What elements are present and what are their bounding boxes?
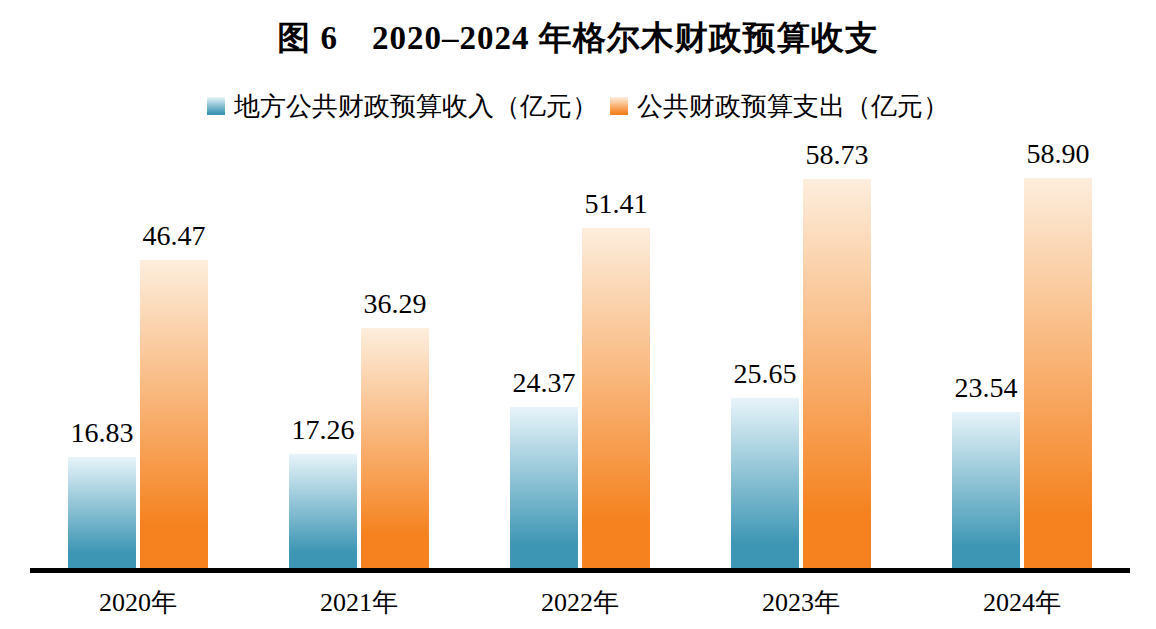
x-axis-label: 2022年 xyxy=(541,585,619,620)
expenditure-bar xyxy=(140,260,208,568)
x-axis-label: 2024年 xyxy=(983,585,1061,620)
value-label: 36.29 xyxy=(364,290,427,318)
legend-label-expenditure: 公共财政预算支出（亿元） xyxy=(637,89,949,124)
revenue-bar xyxy=(952,412,1020,568)
value-label: 17.26 xyxy=(292,416,355,444)
value-label: 24.37 xyxy=(513,369,576,397)
bar-column: 58.73 xyxy=(803,131,871,568)
chart-title: 图 6 2020–2024 年格尔木财政预算收支 xyxy=(0,16,1156,61)
value-label: 25.65 xyxy=(734,360,797,388)
bar-group: 16.8346.472020年 xyxy=(68,131,208,568)
value-label: 51.41 xyxy=(585,190,648,218)
revenue-bar xyxy=(289,454,357,568)
bar-column: 23.54 xyxy=(952,131,1020,568)
value-label: 16.83 xyxy=(71,419,134,447)
legend-label-revenue: 地方公共财政预算收入（亿元） xyxy=(234,89,598,124)
bar-group: 24.3751.412022年 xyxy=(510,131,650,568)
value-label: 46.47 xyxy=(143,222,206,250)
bar-group: 23.5458.902024年 xyxy=(952,131,1092,568)
bar-column: 36.29 xyxy=(361,131,429,568)
bar-column: 58.90 xyxy=(1024,131,1092,568)
value-label: 23.54 xyxy=(955,374,1018,402)
expenditure-swatch-icon xyxy=(610,97,628,115)
expenditure-bar xyxy=(803,179,871,568)
bar-column: 16.83 xyxy=(68,131,136,568)
expenditure-bar xyxy=(582,228,650,568)
legend: 地方公共财政预算收入（亿元） 公共财政预算支出（亿元） xyxy=(0,88,1156,124)
bar-column: 24.37 xyxy=(510,131,578,568)
x-axis-label: 2020年 xyxy=(99,585,177,620)
expenditure-bar xyxy=(361,328,429,568)
bar-chart: 16.8346.472020年17.2636.292021年24.3751.41… xyxy=(30,131,1130,573)
revenue-bar xyxy=(510,407,578,568)
value-label: 58.90 xyxy=(1027,140,1090,168)
bar-column: 17.26 xyxy=(289,131,357,568)
bar-group: 17.2636.292021年 xyxy=(289,131,429,568)
bar-column: 51.41 xyxy=(582,131,650,568)
bar-group: 25.6558.732023年 xyxy=(731,131,871,568)
revenue-bar xyxy=(68,457,136,568)
bar-column: 46.47 xyxy=(140,131,208,568)
revenue-swatch-icon xyxy=(207,97,225,115)
expenditure-bar xyxy=(1024,178,1092,568)
value-label: 58.73 xyxy=(806,141,869,169)
x-axis-label: 2021年 xyxy=(320,585,398,620)
legend-item-revenue: 地方公共财政预算收入（亿元） xyxy=(207,89,598,124)
legend-item-expenditure: 公共财政预算支出（亿元） xyxy=(610,89,949,124)
x-axis-label: 2023年 xyxy=(762,585,840,620)
bar-column: 25.65 xyxy=(731,131,799,568)
revenue-bar xyxy=(731,398,799,568)
